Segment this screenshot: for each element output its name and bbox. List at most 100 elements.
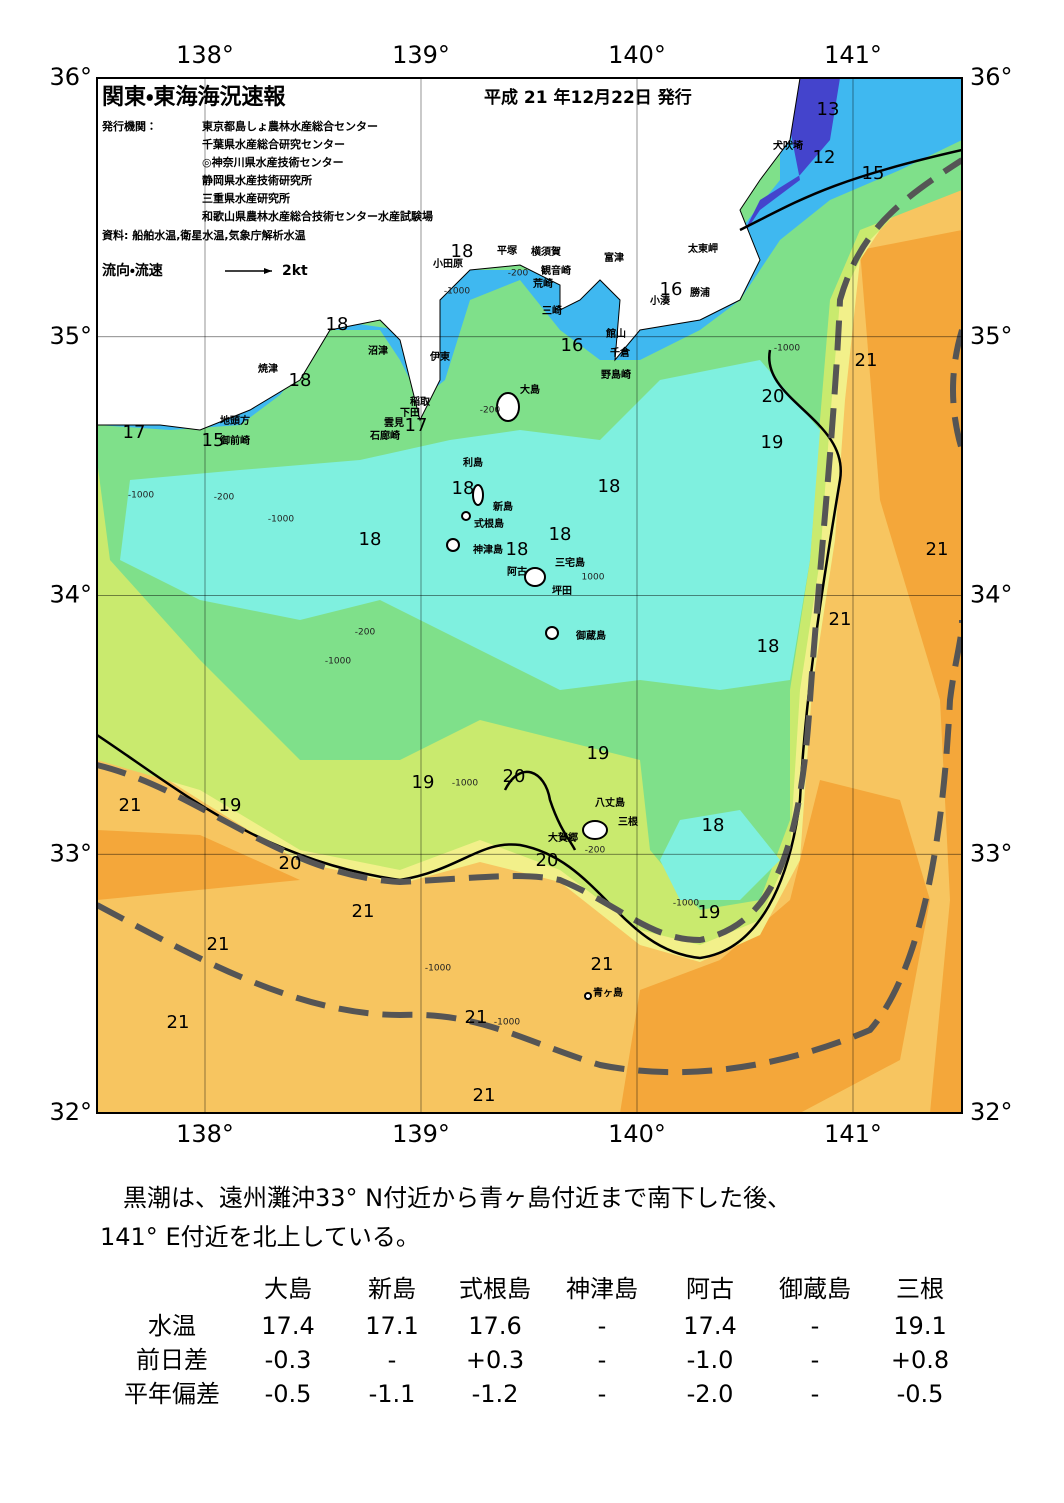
- place-name: 坪田: [552, 584, 572, 597]
- table-cell: -2.0: [687, 1380, 734, 1408]
- depth-label: -200: [355, 628, 376, 638]
- temperature-label: 20: [279, 853, 302, 874]
- place-name: 御蔵島: [575, 629, 606, 642]
- temperature-label: 12: [813, 147, 836, 168]
- place-name: 大賀郷: [548, 831, 578, 844]
- legend-arrowhead: [264, 268, 272, 274]
- place-name: 平塚: [497, 244, 518, 257]
- column-header: 三根: [896, 1275, 944, 1303]
- row-label: 前日差: [136, 1346, 208, 1374]
- depth-label: -1000: [128, 491, 154, 501]
- depth-label: -1000: [444, 287, 470, 297]
- islands: [446, 392, 608, 1000]
- lat-tick-label: 32°: [49, 1098, 92, 1126]
- place-name: 伊東: [429, 350, 450, 363]
- summary-line: 黒潮は、遠州灘沖33° N付近から青ヶ島付近まで南下した後、: [123, 1184, 791, 1212]
- temperature-label: 17: [405, 415, 428, 436]
- temperature-label: 21: [473, 1085, 496, 1106]
- depth-label: -200: [214, 493, 235, 503]
- depth-label: -200: [508, 269, 529, 279]
- place-name: 石廊崎: [369, 429, 400, 442]
- depth-label: -1000: [494, 1018, 520, 1028]
- temperature-label: 16: [561, 335, 584, 356]
- temperature-label: 21: [926, 539, 949, 560]
- place-name: 野島崎: [601, 368, 631, 381]
- lon-tick-label: 140°: [608, 1120, 666, 1148]
- table-cell: 17.6: [468, 1312, 521, 1340]
- temperature-label: 20: [762, 386, 785, 407]
- temperature-label: 18: [506, 539, 529, 560]
- data-source: 資料: 船舶水温,衛星水温,気象庁解析水温: [102, 228, 306, 242]
- lat-tick-label: 34°: [970, 581, 1013, 609]
- table-cell: -: [598, 1380, 607, 1408]
- column-header: 神津島: [566, 1275, 638, 1303]
- place-name: 三宅島: [555, 556, 585, 569]
- place-name: 新島: [492, 500, 513, 513]
- sea-surface: [97, 78, 962, 1113]
- temperature-label: 19: [412, 772, 435, 793]
- issuer: 千葉県水産総合研究センター: [202, 137, 345, 151]
- row-label: 水温: [148, 1312, 196, 1340]
- temperature-label: 13: [817, 99, 840, 120]
- lon-tick-label: 141°: [824, 41, 882, 69]
- lon-tick-label: 138°: [176, 41, 234, 69]
- temperature-label: 18: [549, 524, 572, 545]
- temperature-label: 19: [219, 795, 242, 816]
- lon-tick-label: 139°: [392, 1120, 450, 1148]
- place-name: 下田: [400, 407, 420, 419]
- issue-date: 平成 21 年12月22日 発行: [484, 87, 692, 108]
- place-name: 三崎: [542, 304, 562, 317]
- table-cell: 17.4: [683, 1312, 736, 1340]
- temperature-label: 15: [202, 430, 225, 451]
- temperature-label: 21: [352, 901, 375, 922]
- place-name: 千倉: [610, 346, 631, 359]
- temperature-label: 17: [123, 422, 146, 443]
- issuer: 三重県水産研究所: [202, 191, 290, 205]
- lon-tick-label: 141°: [824, 1120, 882, 1148]
- legend-scale: 2kt: [282, 263, 308, 279]
- depth-label: -1000: [268, 515, 294, 525]
- depth-label: -1000: [673, 899, 699, 909]
- temperature-label: 18: [598, 476, 621, 497]
- place-name: 三根: [618, 815, 639, 828]
- table-cell: -1.1: [369, 1380, 416, 1408]
- place-name: 沼津: [368, 344, 388, 357]
- place-name: 雲見: [384, 417, 404, 429]
- isotherms: [97, 148, 962, 960]
- place-name: 稲取: [410, 395, 431, 408]
- temperature-label: 21: [829, 609, 852, 630]
- depth-label: 1000: [582, 573, 605, 583]
- place-name: 御前崎: [219, 434, 250, 447]
- table-cell: -0.5: [265, 1380, 312, 1408]
- lat-tick-label: 35°: [49, 322, 92, 350]
- lon-tick-label: 140°: [608, 41, 666, 69]
- lat-tick-label: 35°: [970, 322, 1013, 350]
- temperature-label: 21: [465, 1007, 488, 1028]
- issuer: ◎神奈川県水産技術センター: [202, 155, 344, 169]
- temperature-label: 18: [451, 241, 474, 262]
- place-name: 焼津: [258, 362, 278, 375]
- depth-label: -200: [480, 406, 501, 416]
- column-header: 阿古: [686, 1275, 734, 1303]
- table-cell: +0.3: [466, 1346, 524, 1374]
- issuer-label: 発行機関：: [101, 119, 157, 133]
- column-header: 式根島: [459, 1275, 531, 1303]
- table-cell: 17.4: [261, 1312, 314, 1340]
- place-name: 太東岬: [687, 242, 718, 255]
- lat-tick-label: 34°: [49, 581, 92, 609]
- temperature-label: 18: [289, 370, 312, 391]
- lat-tick-label: 36°: [970, 63, 1013, 91]
- place-name: 横須賀: [531, 245, 561, 258]
- depth-label: -1000: [452, 779, 478, 789]
- row-label: 平年偏差: [124, 1380, 220, 1408]
- very-cold-water: [740, 78, 840, 240]
- table-cell: -1.0: [687, 1346, 734, 1374]
- table-cell: -0.3: [265, 1346, 312, 1374]
- table-cell: -: [598, 1346, 607, 1374]
- table-cell: +0.8: [891, 1346, 949, 1374]
- temperature-label: 20: [536, 850, 559, 871]
- place-name: 青ヶ島: [593, 986, 623, 999]
- summary-line: 141° E付近を北上している。: [100, 1223, 420, 1251]
- lat-tick-label: 33°: [970, 839, 1013, 867]
